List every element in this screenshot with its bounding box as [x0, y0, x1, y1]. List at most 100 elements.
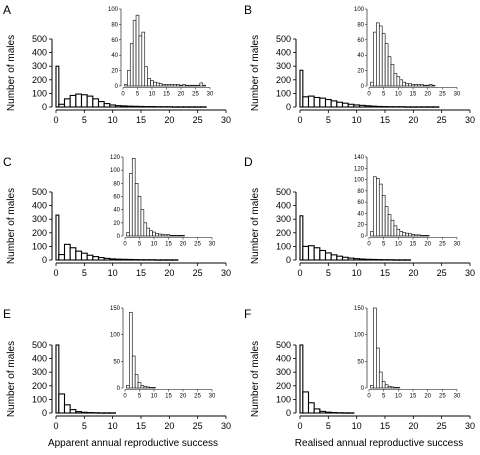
inset-bar — [127, 70, 131, 87]
inset-y-tick-label: 100 — [354, 7, 365, 13]
bar — [58, 103, 66, 108]
inset-x-tick-label: 0 — [367, 92, 371, 98]
y-axis-label: Number of males — [6, 188, 17, 264]
bar — [63, 243, 71, 261]
inset-bar — [384, 206, 389, 237]
y-tick-label: 300 — [32, 367, 47, 377]
inset-bar — [370, 231, 374, 237]
inset-bar — [131, 355, 136, 389]
inset-bar — [411, 84, 415, 87]
bar — [319, 410, 327, 414]
inset-bar — [161, 84, 166, 87]
x-tick-label: 25 — [437, 268, 447, 278]
inset-y-tick-label: 0 — [115, 84, 119, 90]
inset-bar — [179, 84, 183, 87]
inset-x-tick-label: 15 — [410, 92, 417, 98]
y-axis-label: Number of males — [250, 35, 261, 111]
inset-y-tick-label: 40 — [113, 208, 120, 214]
bar — [103, 257, 111, 261]
bar — [319, 249, 327, 261]
inset-y-tick-label: 100 — [110, 333, 121, 339]
inset-bar — [167, 84, 172, 87]
y-tick-label: 300 — [276, 61, 291, 71]
bar — [313, 96, 321, 108]
inset-bar — [399, 79, 404, 87]
y-tick-label: 500 — [32, 340, 47, 350]
inset-bar — [166, 234, 171, 237]
bar — [364, 105, 372, 108]
inset-x-tick-label: 20 — [424, 242, 431, 248]
inset-bar — [384, 43, 389, 87]
inset-bar — [402, 232, 406, 237]
inset-bar — [124, 84, 128, 87]
inset-bar — [422, 84, 427, 87]
bar — [58, 254, 66, 261]
inset-chart: 0 20 40 60 80 100 120 140 0 5 10 15 20 25 30 — [354, 155, 461, 248]
inset-x-tick-label: 5 — [136, 92, 140, 98]
inset-bar — [370, 385, 374, 389]
inset-x-tick-label: 30 — [209, 242, 216, 248]
inset-x-tick-label: 20 — [424, 394, 431, 400]
bar — [324, 411, 332, 414]
y-tick-label: 300 — [276, 367, 291, 377]
inset-bar — [134, 183, 139, 237]
x-tick-label: 15 — [380, 421, 390, 431]
inset-x-tick-label: 15 — [165, 242, 172, 248]
bar — [319, 97, 327, 108]
x-tick-label: 10 — [352, 268, 362, 278]
inset-bar — [132, 20, 137, 87]
inset-chart: 0 20 40 60 80 100 0 5 10 15 20 25 30 — [354, 7, 461, 98]
x-tick-label: 25 — [193, 115, 203, 125]
bar — [58, 393, 66, 414]
inset-x-tick-label: 20 — [424, 92, 431, 98]
x-tick-label: 20 — [408, 421, 418, 431]
y-tick-label: 200 — [276, 381, 291, 391]
inset-bar — [408, 83, 412, 87]
y-tick-label: 0 — [286, 408, 291, 418]
y-tick-label: 200 — [32, 228, 47, 238]
inset-bar — [152, 387, 156, 389]
y-tick-label: 200 — [32, 381, 47, 391]
inset-x-tick-label: 20 — [180, 394, 187, 400]
inset-y-tick-label: 60 — [357, 38, 364, 44]
inset-bar — [411, 234, 415, 237]
inset-y-tick-label: 20 — [111, 69, 118, 75]
inset-bar — [182, 84, 186, 87]
inset-bar — [143, 222, 148, 237]
inset-x-tick-label: 0 — [121, 92, 125, 98]
y-tick-label: 0 — [42, 408, 47, 418]
inset-y-tick-label: 140 — [354, 155, 365, 161]
y-tick-label: 100 — [32, 88, 47, 98]
x-tick-label: 5 — [326, 421, 331, 431]
inset-y-tick-label: 20 — [357, 69, 364, 75]
inset-x-tick-label: 30 — [207, 92, 214, 98]
bar — [80, 411, 88, 414]
inset-bar — [373, 176, 377, 237]
inset-x-tick-label: 10 — [395, 92, 402, 98]
inset-x-tick-label: 5 — [138, 394, 142, 400]
x-tick-label: 30 — [465, 115, 475, 125]
inset-x-tick-label: 10 — [151, 242, 158, 248]
inset-bar — [393, 387, 398, 389]
inset-bar — [196, 84, 201, 87]
inset-bar — [376, 22, 380, 87]
bar — [299, 344, 304, 414]
bar — [299, 69, 304, 108]
bar — [55, 65, 60, 108]
x-tick-label: 0 — [53, 421, 58, 431]
inset-bar — [134, 374, 139, 389]
inset-x-tick-label: 25 — [439, 92, 446, 98]
x-tick-label: 0 — [297, 421, 302, 431]
bar — [347, 103, 355, 108]
bar — [307, 95, 315, 108]
inset-bar — [129, 43, 134, 87]
bar — [313, 408, 321, 414]
bar — [353, 258, 361, 261]
bar — [131, 105, 139, 108]
inset-bar — [146, 227, 150, 237]
bar — [137, 105, 145, 108]
bar — [109, 104, 117, 108]
bar — [336, 101, 344, 108]
